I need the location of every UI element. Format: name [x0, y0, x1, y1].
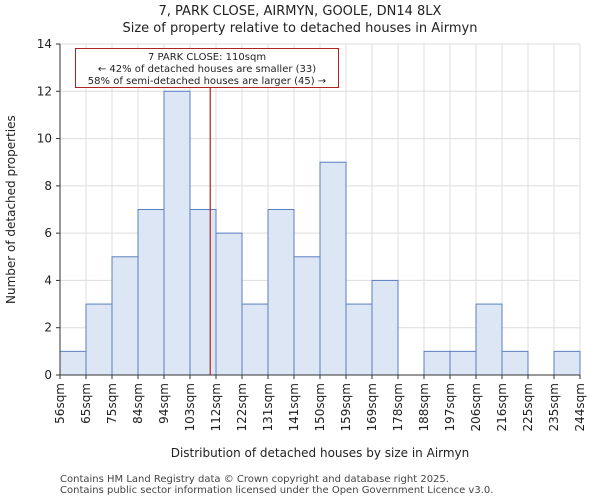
histogram-bar	[475, 303, 503, 376]
x-tick-label: 235sqm	[547, 383, 561, 431]
footer-copyright: Contains HM Land Registry data © Crown c…	[60, 474, 449, 485]
y-tick-label: 10	[37, 132, 52, 146]
histogram-bar	[163, 90, 191, 376]
y-axis-label: Number of detached properties	[4, 115, 18, 304]
x-tick-label: 150sqm	[313, 383, 327, 431]
x-tick-label: 225sqm	[521, 383, 535, 431]
histogram-bar	[241, 303, 269, 376]
histogram-bar	[501, 350, 529, 376]
x-tick-label: 188sqm	[417, 383, 431, 431]
x-tick-label: 169sqm	[365, 383, 379, 431]
x-axis-label: Distribution of detached houses by size …	[170, 446, 470, 460]
x-tick-label: 103sqm	[183, 383, 197, 431]
histogram-bar	[137, 209, 165, 376]
histogram-bar	[319, 161, 347, 376]
x-tick-label: 159sqm	[339, 383, 353, 431]
y-tick-label: 4	[44, 273, 52, 287]
x-tick-label: 178sqm	[391, 383, 405, 431]
histogram-bar	[111, 256, 139, 376]
histogram-bar	[345, 303, 373, 376]
chart-title: 7, PARK CLOSE, AIRMYN, GOOLE, DN14 8LX	[158, 4, 442, 19]
x-tick-label: 112sqm	[209, 383, 223, 431]
histogram-bar	[553, 350, 581, 376]
x-tick-label: 65sqm	[79, 383, 93, 424]
x-tick-label: 84sqm	[131, 383, 145, 424]
y-tick-label: 14	[37, 37, 52, 51]
x-tick-label: 206sqm	[469, 383, 483, 431]
histogram-bar	[267, 209, 295, 376]
x-tick-label: 75sqm	[105, 383, 119, 424]
histogram-bar	[371, 279, 399, 376]
chart-subtitle: Size of property relative to detached ho…	[122, 21, 478, 36]
x-tick-label: 141sqm	[287, 383, 301, 431]
annotation-box: 7 PARK CLOSE: 110sqm ← 42% of detached h…	[75, 48, 339, 88]
y-tick-label: 6	[44, 226, 52, 240]
x-tick-label: 56sqm	[53, 383, 67, 424]
histogram-bar	[189, 209, 217, 376]
x-tick-label: 197sqm	[443, 383, 457, 431]
histogram-bar	[449, 350, 477, 376]
x-tick-label: 244sqm	[573, 383, 587, 431]
x-tick-label: 131sqm	[261, 383, 275, 431]
annotation-line-3: 58% of semi-detached houses are larger (…	[87, 76, 327, 87]
histogram-bar	[215, 232, 243, 376]
histogram-bar	[293, 256, 321, 376]
y-tick-label: 2	[44, 321, 52, 335]
x-tick-label: 94sqm	[157, 383, 171, 424]
footer-licence: Contains public sector information licen…	[60, 485, 494, 496]
annotation-line-2: ← 42% of detached houses are smaller (33…	[97, 64, 317, 75]
histogram-bar	[85, 303, 113, 376]
x-tick-label: 122sqm	[235, 383, 249, 431]
y-tick-label: 12	[37, 84, 52, 98]
histogram-bar	[59, 350, 87, 376]
y-tick-label: 0	[44, 368, 52, 382]
annotation-line-1: 7 PARK CLOSE: 110sqm	[147, 52, 267, 63]
y-tick-label: 8	[44, 179, 52, 193]
x-tick-label: 216sqm	[495, 383, 509, 431]
histogram-bar	[423, 350, 451, 376]
